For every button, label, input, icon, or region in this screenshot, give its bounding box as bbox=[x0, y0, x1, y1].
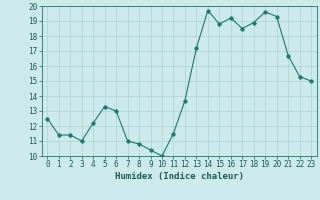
X-axis label: Humidex (Indice chaleur): Humidex (Indice chaleur) bbox=[115, 172, 244, 181]
